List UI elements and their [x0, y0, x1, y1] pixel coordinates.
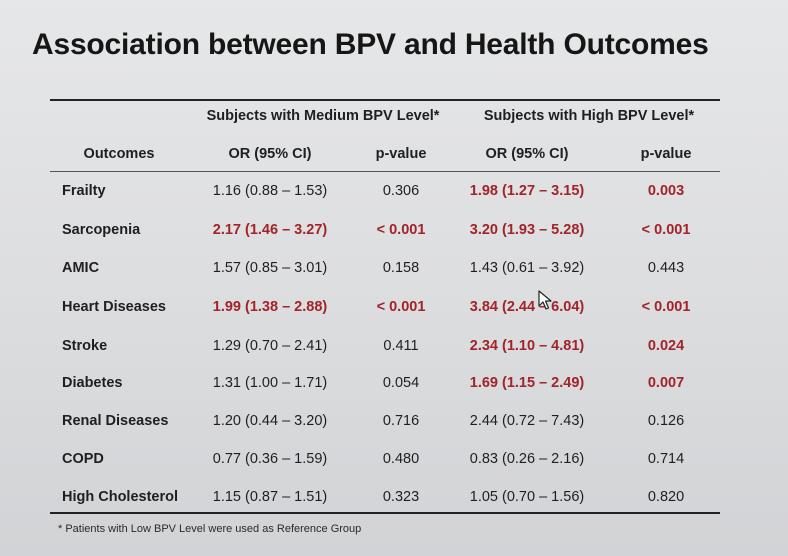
- outcome-label: Renal Diseases: [62, 413, 169, 429]
- p-medium-value: < 0.001: [376, 299, 426, 315]
- p-high-value: 0.003: [647, 183, 685, 199]
- p-high-value: 0.714: [647, 451, 685, 467]
- p-high-value: 0.007: [647, 375, 685, 391]
- p-medium-value: 0.054: [382, 375, 420, 391]
- or-high-value: 0.83 (0.26 – 2.16): [469, 451, 585, 467]
- or-high-value: 1.98 (1.27 – 3.15): [469, 183, 585, 199]
- p-medium-value: 0.716: [382, 413, 420, 429]
- p-high-value: 0.126: [647, 413, 685, 429]
- column-header-p-high: p-value: [640, 146, 692, 162]
- outcome-label: Frailty: [62, 183, 106, 199]
- or-medium-value: 1.16 (0.88 – 1.53): [212, 183, 328, 199]
- table-bottom-rule: [50, 512, 720, 514]
- group-header-medium: Subjects with Medium BPV Level*: [206, 108, 440, 124]
- or-medium-value: 1.15 (0.87 – 1.51): [212, 489, 328, 505]
- or-medium-value: 1.57 (0.85 – 3.01): [212, 260, 328, 276]
- p-medium-value: < 0.001: [376, 222, 426, 238]
- column-header-or-high: OR (95% CI): [485, 146, 569, 162]
- or-high-value: 3.84 (2.44 – 6.04): [469, 299, 585, 315]
- outcome-label: Heart Diseases: [62, 299, 166, 315]
- outcome-label: Sarcopenia: [62, 222, 141, 238]
- outcome-label: COPD: [62, 451, 104, 467]
- or-medium-value: 0.77 (0.36 – 1.59): [212, 451, 328, 467]
- outcome-label: Stroke: [62, 338, 108, 354]
- or-medium-value: 1.20 (0.44 – 3.20): [212, 413, 328, 429]
- mouse-pointer-icon: [538, 290, 552, 310]
- or-high-value: 2.34 (1.10 – 4.81): [469, 338, 585, 354]
- column-header-p-medium: p-value: [375, 146, 427, 162]
- or-high-value: 1.43 (0.61 – 3.92): [469, 260, 585, 276]
- p-high-value: 0.443: [647, 260, 685, 276]
- or-high-value: 3.20 (1.93 – 5.28): [469, 222, 585, 238]
- column-header-outcomes: Outcomes: [83, 146, 155, 162]
- or-high-value: 1.69 (1.15 – 2.49): [469, 375, 585, 391]
- p-medium-value: 0.480: [382, 451, 420, 467]
- page-title: Association between BPV and Health Outco…: [32, 28, 709, 61]
- p-medium-value: 0.323: [382, 489, 420, 505]
- group-header-high: Subjects with High BPV Level*: [483, 108, 695, 124]
- outcome-label: High Cholesterol: [62, 489, 179, 505]
- p-high-value: < 0.001: [641, 299, 691, 315]
- or-medium-value: 2.17 (1.46 – 3.27): [212, 222, 328, 238]
- or-high-value: 2.44 (0.72 – 7.43): [469, 413, 585, 429]
- or-high-value: 1.05 (0.70 – 1.56): [469, 489, 585, 505]
- column-header-or-medium: OR (95% CI): [228, 146, 312, 162]
- header-rule: [50, 171, 720, 172]
- p-medium-value: 0.158: [382, 260, 420, 276]
- outcome-label: AMIC: [62, 260, 100, 276]
- or-medium-value: 1.31 (1.00 – 1.71): [212, 375, 328, 391]
- p-medium-value: 0.411: [383, 338, 419, 354]
- outcome-label: Diabetes: [62, 375, 123, 391]
- p-medium-value: 0.306: [382, 183, 420, 199]
- or-medium-value: 1.29 (0.70 – 2.41): [212, 338, 328, 354]
- p-high-value: 0.820: [647, 489, 685, 505]
- p-high-value: 0.024: [647, 338, 685, 354]
- p-high-value: < 0.001: [641, 222, 691, 238]
- table-top-rule: [50, 99, 720, 101]
- footnote: * Patients with Low BPV Level were used …: [58, 523, 362, 535]
- or-medium-value: 1.99 (1.38 – 2.88): [212, 299, 328, 315]
